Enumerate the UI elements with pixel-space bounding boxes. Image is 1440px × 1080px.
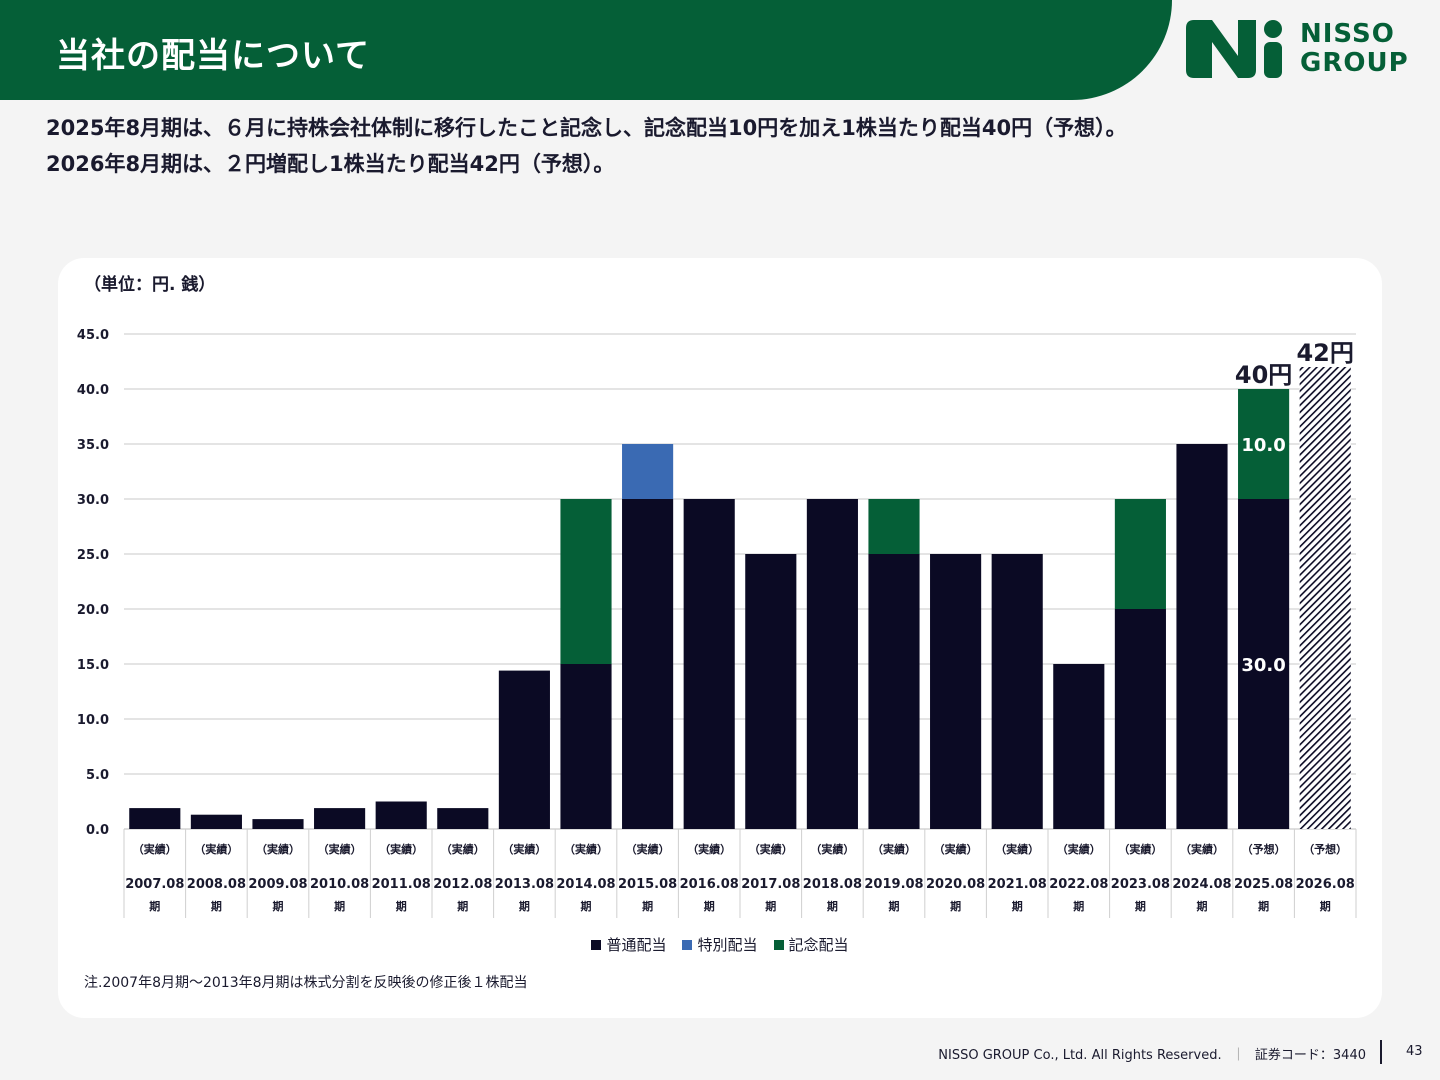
nisso-logo: NISSO GROUP — [1186, 20, 1409, 80]
legend-label: 記念配当 — [788, 936, 849, 954]
footer-separator: ｜ — [1231, 1048, 1245, 1063]
chart-legend: 普通配当 特別配当 記念配当 — [0, 934, 1440, 955]
unit-label: （単位：円. 銭） — [84, 275, 216, 295]
logo-word-1: NISSO — [1300, 19, 1395, 49]
page-title: 当社の配当について — [56, 36, 370, 76]
summary-line-2: 2026年8月期は、２円増配し1株当たり配当42円（予想）。 — [46, 152, 615, 176]
page-number: 43 — [1406, 1044, 1423, 1059]
summary: 2025年8月期は、６月に持株会社体制に移行したこと記念し、記念配当10円を加え… — [46, 110, 1127, 182]
legend-item: 特別配当 — [682, 934, 758, 955]
legend-label: 普通配当 — [606, 936, 667, 954]
legend-label: 特別配当 — [697, 936, 758, 954]
legend-swatch — [682, 940, 693, 950]
logo-word-2: GROUP — [1300, 48, 1409, 78]
legend-swatch — [773, 940, 784, 950]
footnote: 注.2007年8月期～2013年8月期は株式分割を反映後の修正後１株配当 — [84, 975, 528, 991]
copyright: NISSO GROUP Co., Ltd. All Rights Reserve… — [938, 1048, 1222, 1063]
legend-item: 記念配当 — [773, 934, 849, 955]
stock-code: 証券コード：3440 — [1254, 1048, 1366, 1063]
page-divider — [1380, 1040, 1382, 1064]
legend-swatch — [591, 940, 602, 950]
chart-card — [58, 258, 1382, 1018]
nisso-logo-mark-icon — [1186, 20, 1282, 78]
summary-line-1: 2025年8月期は、６月に持株会社体制に移行したこと記念し、記念配当10円を加え… — [46, 116, 1127, 140]
header-band — [0, 0, 1172, 100]
footer: NISSO GROUP Co., Ltd. All Rights Reserve… — [938, 1044, 1366, 1063]
logo-wordmark: NISSO GROUP — [1300, 20, 1409, 78]
legend-item: 普通配当 — [591, 934, 666, 955]
